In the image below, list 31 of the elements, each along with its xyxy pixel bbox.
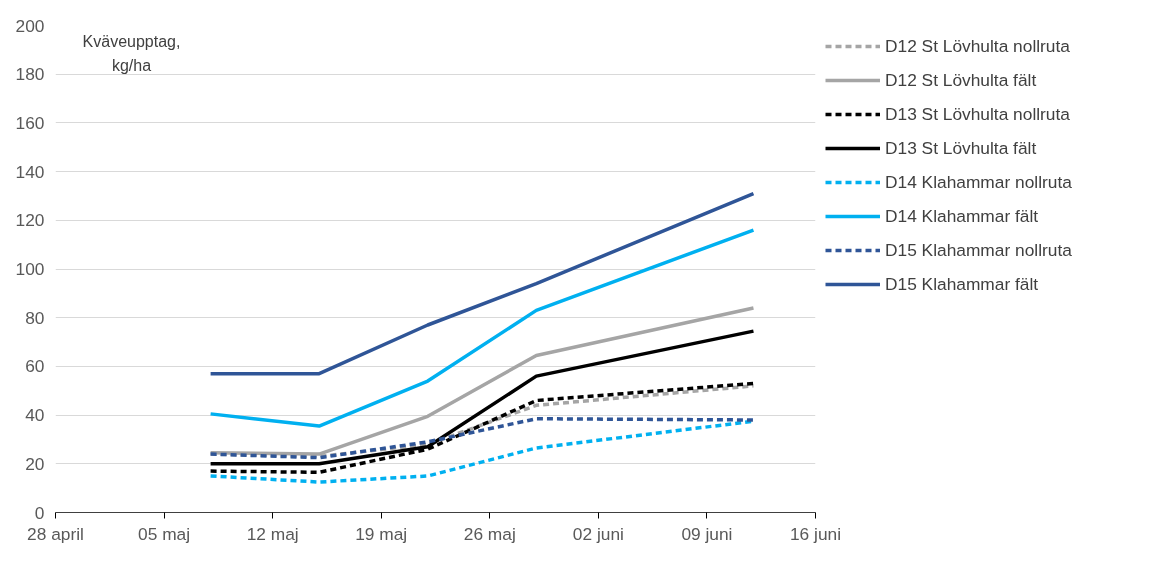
y-tick-label: 200 [15,15,45,36]
x-tick-label: 16 juni [789,523,842,544]
legend-label: D13 St Lövhulta fält [885,137,1037,159]
legend-label: D12 St Lövhulta nollruta [885,35,1070,57]
x-tick-label: 02 juni [572,523,624,544]
y-tick-label: 20 [25,453,45,474]
line-series [208,228,756,428]
line-series [208,191,756,376]
y-tick-label: 60 [25,356,45,377]
y-tick-label: 80 [25,307,45,328]
legend-label: D12 St Lövhulta fält [885,69,1037,91]
x-tick-label: 19 maj [355,523,408,544]
y-tick-label: 160 [15,112,45,133]
y-tick-label: 120 [15,210,45,231]
y-tick-label: 40 [25,405,45,426]
x-tick-label: 26 maj [463,523,516,544]
x-tick-label: 05 maj [138,523,191,544]
x-tick-label: 12 maj [246,523,299,544]
y-tick-label: 100 [15,259,45,279]
legend-label: D14 Klahammar fält [885,205,1039,227]
y-axis-title: Kväveupptag, kg/ha [82,32,181,75]
x-tick-label: 09 juni [681,523,733,544]
legend-label: D15 Klahammar nollruta [885,239,1072,261]
legend-label: D15 Klahammar fält [885,273,1039,295]
y-tick-label: 0 [34,502,45,523]
line-series [208,417,756,460]
legend-label: D13 St Lövhulta nollruta [885,103,1070,125]
y-tick-label: 180 [15,64,45,85]
legend-label: D14 Klahammar nollruta [885,171,1072,193]
y-tick-label: 140 [15,161,45,182]
x-tick-label: 28 april [27,523,84,544]
